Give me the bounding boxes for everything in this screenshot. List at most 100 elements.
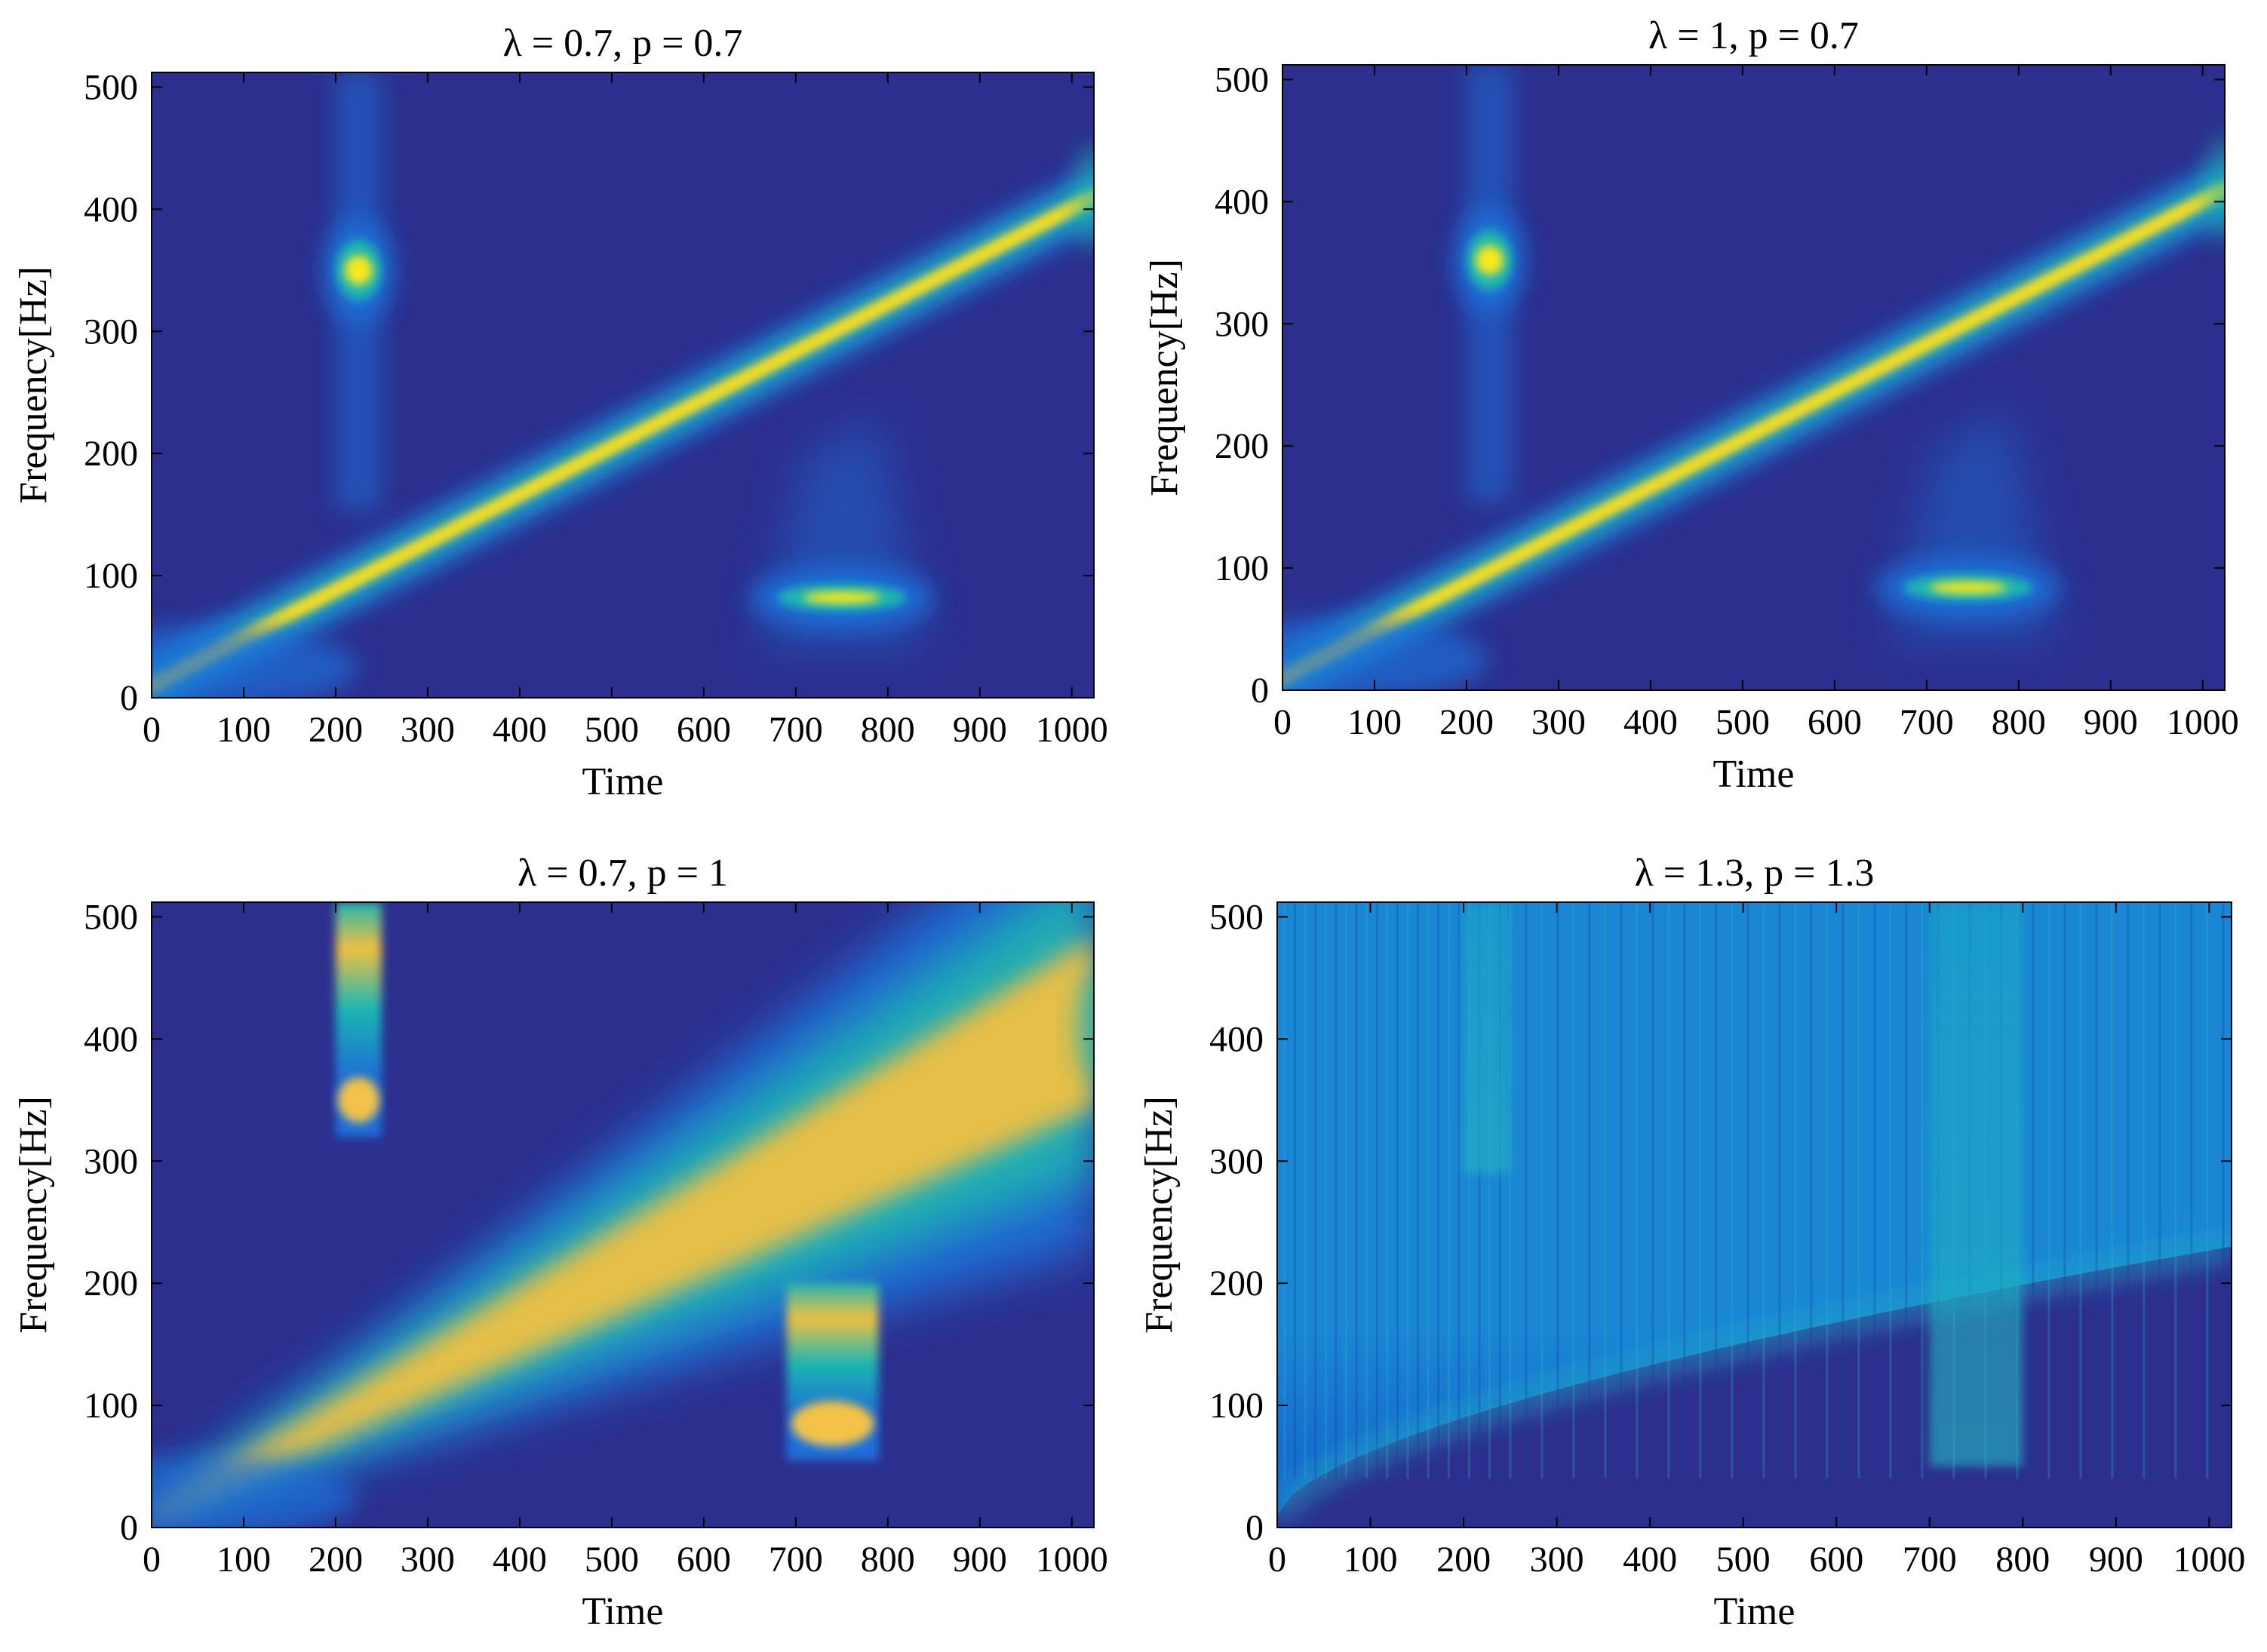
y-tick-label: 0 bbox=[120, 1508, 138, 1548]
x-tick-label: 300 bbox=[1530, 1540, 1584, 1580]
x-tick-label: 1000 bbox=[2167, 702, 2239, 742]
edge-flare bbox=[2206, 137, 2225, 243]
x-tick-label: 1000 bbox=[1036, 1540, 1108, 1580]
burst-2 bbox=[749, 416, 934, 649]
x-tick-label: 700 bbox=[1900, 702, 1954, 742]
spectrogram-panel-2: 0 100 200 300 400 500 600 700 800 900 1000 0 100 200 3… bbox=[1143, 14, 2239, 796]
burst-2 bbox=[786, 1283, 879, 1460]
axes-frame bbox=[1282, 64, 2226, 691]
spectrogram-panel-1: 0 100 200 300 400 500 600 700 800 900 1000 0 100 200 3… bbox=[12, 22, 1108, 803]
y-tick-label: 400 bbox=[1215, 182, 1269, 222]
heatmap-area bbox=[152, 72, 1094, 698]
spectrogram-panel-4: 0 100 200 300 400 500 600 700 800 900 1000 0 100 200 3… bbox=[1138, 852, 2245, 1633]
x-tick-label: 100 bbox=[1347, 702, 1402, 742]
y-axis-label: Frequency[Hz] bbox=[1138, 1096, 1181, 1334]
x-tick-label: 500 bbox=[1716, 702, 1770, 742]
y-tick-label: 400 bbox=[84, 189, 138, 229]
x-axis-label: Time bbox=[582, 1590, 664, 1633]
x-tick-label: 100 bbox=[217, 710, 271, 750]
chart-title: λ = 1.3, p = 1.3 bbox=[1635, 852, 1875, 895]
y-tick-label: 100 bbox=[84, 1386, 138, 1426]
y-axis-label: Frequency[Hz] bbox=[12, 1096, 55, 1334]
y-tick-label: 200 bbox=[1209, 1264, 1264, 1303]
x-tick-label: 600 bbox=[677, 710, 731, 750]
burst-column-1 bbox=[1464, 902, 1510, 1174]
x-tick-label: 0 bbox=[1273, 702, 1292, 742]
chart-title: λ = 1, p = 0.7 bbox=[1648, 14, 1859, 57]
heatmap-area bbox=[1277, 902, 2232, 1528]
x-tick-label: 400 bbox=[1623, 1540, 1677, 1580]
x-tick-label: 400 bbox=[1623, 702, 1678, 742]
low-frequency-spread bbox=[152, 625, 358, 698]
y-tick-label: 500 bbox=[1209, 897, 1264, 937]
y-tick-label: 200 bbox=[84, 1264, 138, 1303]
y-tick-label: 300 bbox=[84, 1141, 138, 1181]
x-tick-label: 0 bbox=[1268, 1540, 1286, 1580]
spectrogram-panel-3: 0 100 200 300 400 500 600 700 800 900 1000 0 100 200 3… bbox=[12, 852, 1108, 1633]
y-axis-label: Frequency[Hz] bbox=[1143, 259, 1186, 496]
x-tick-label: 500 bbox=[585, 710, 639, 750]
x-tick-label: 800 bbox=[1995, 1540, 2050, 1580]
x-tick-label: 800 bbox=[861, 1540, 915, 1580]
x-axis-label: Time bbox=[1714, 1590, 1795, 1633]
chirp-ridge bbox=[1277, 1233, 2232, 1524]
y-tick-label: 300 bbox=[84, 312, 138, 352]
y-tick-label: 300 bbox=[1209, 1141, 1264, 1181]
x-tick-label: 400 bbox=[493, 710, 547, 750]
x-tick-label: 500 bbox=[1716, 1540, 1771, 1580]
y-tick-label: 100 bbox=[1209, 1386, 1264, 1426]
x-tick-label: 900 bbox=[953, 710, 1007, 750]
x-tick-label: 300 bbox=[401, 1540, 455, 1580]
y-tick-label: 100 bbox=[84, 556, 138, 596]
x-tick-label: 100 bbox=[217, 1540, 271, 1580]
x-tick-label: 700 bbox=[1903, 1540, 1957, 1580]
burst-1 bbox=[324, 72, 394, 511]
x-tick-label: 200 bbox=[309, 710, 363, 750]
heatmap-area bbox=[1282, 65, 2225, 690]
x-tick-label: 800 bbox=[1992, 702, 2046, 742]
edge-flare bbox=[1075, 974, 1094, 1080]
heatmap-area bbox=[152, 902, 1094, 1528]
y-tick-label: 0 bbox=[120, 678, 138, 718]
chirp-ridge bbox=[152, 902, 1094, 1521]
y-axis-label: Frequency[Hz] bbox=[12, 266, 55, 504]
x-tick-label: 700 bbox=[769, 1540, 823, 1580]
y-tick-label: 200 bbox=[84, 434, 138, 474]
y-tick-label: 500 bbox=[1215, 60, 1269, 100]
x-tick-label: 1000 bbox=[1036, 710, 1108, 750]
x-tick-label: 600 bbox=[1809, 1540, 1863, 1580]
x-tick-label: 600 bbox=[677, 1540, 731, 1580]
y-tick-label: 500 bbox=[84, 67, 138, 107]
stripe-texture bbox=[1283, 902, 2225, 1479]
x-tick-label: 400 bbox=[493, 1540, 547, 1580]
x-tick-label: 300 bbox=[401, 710, 455, 750]
x-tick-label: 900 bbox=[2089, 1540, 2143, 1580]
burst-1 bbox=[1455, 65, 1525, 503]
chirp-ridge bbox=[152, 170, 1094, 698]
x-tick-label: 900 bbox=[2084, 702, 2138, 742]
x-tick-label: 900 bbox=[953, 1540, 1007, 1580]
chart-title: λ = 0.7, p = 1 bbox=[518, 852, 728, 895]
x-tick-label: 200 bbox=[1436, 1540, 1491, 1580]
chart-title: λ = 0.7, p = 0.7 bbox=[503, 22, 743, 65]
x-tick-label: 700 bbox=[769, 710, 823, 750]
axes-frame bbox=[151, 72, 1095, 699]
y-tick-label: 200 bbox=[1215, 426, 1269, 466]
y-tick-label: 0 bbox=[1246, 1508, 1264, 1548]
x-axis-label: Time bbox=[582, 760, 664, 803]
low-frequency-spread bbox=[152, 1455, 358, 1528]
edge-flare bbox=[1075, 144, 1094, 250]
x-tick-label: 1000 bbox=[2173, 1540, 2245, 1580]
low-frequency-spread bbox=[1282, 618, 1489, 690]
axes-frame bbox=[151, 901, 1095, 1528]
y-tick-label: 100 bbox=[1215, 548, 1269, 588]
x-tick-label: 500 bbox=[585, 1540, 639, 1580]
y-tick-label: 400 bbox=[1209, 1019, 1264, 1059]
chirp-ridge bbox=[1282, 163, 2225, 690]
x-tick-label: 300 bbox=[1531, 702, 1586, 742]
burst-1 bbox=[335, 902, 382, 1137]
x-tick-label: 100 bbox=[1344, 1540, 1398, 1580]
x-tick-label: 0 bbox=[143, 1540, 161, 1580]
x-axis-label: Time bbox=[1713, 753, 1795, 796]
